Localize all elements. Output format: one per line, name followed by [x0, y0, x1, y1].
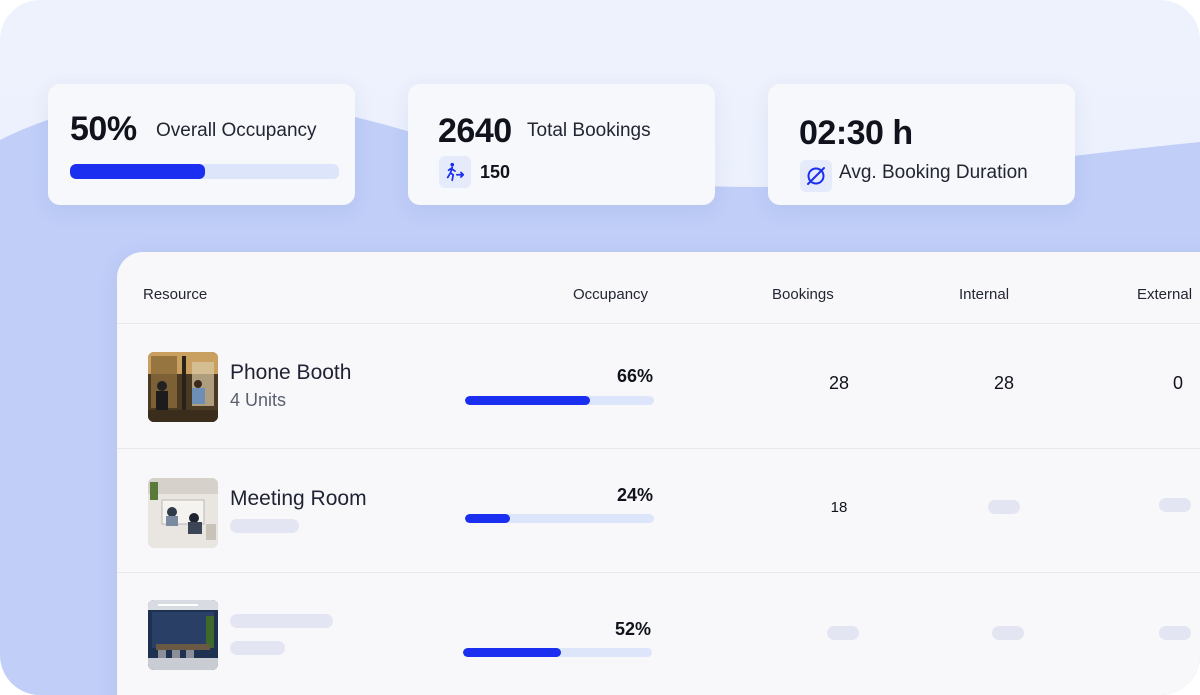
resource-name: Meeting Room — [230, 487, 367, 510]
bookings-count: 18 — [830, 499, 848, 516]
resource-units-placeholder — [230, 519, 299, 533]
occupancy-value: 50% — [70, 110, 137, 148]
occupancy-progress-bar — [70, 164, 339, 179]
resource-units: 4 Units — [230, 390, 287, 410]
row-occupancy-fill — [465, 514, 511, 523]
header-occupancy[interactable]: Occupancy — [573, 286, 649, 303]
meeting-room-photo — [148, 478, 218, 548]
phone-booth-photo — [148, 352, 218, 422]
occupancy-percent: 66% — [616, 366, 653, 386]
resource-table: Resource Occupancy Bookings Internal Ext… — [117, 252, 1200, 695]
occupancy-percent: 52% — [614, 619, 651, 639]
external-count: 0 — [1172, 373, 1183, 393]
occupancy-progress-fill — [70, 164, 205, 179]
duration-value: 02:30 h — [799, 114, 913, 152]
row-divider — [117, 448, 1200, 449]
walk-in-count: 150 — [480, 162, 511, 182]
bookings-value: 2640 — [438, 112, 512, 150]
resource-name-placeholder — [230, 614, 333, 628]
bookings-placeholder — [827, 626, 859, 640]
bookings-kpi-card: 2640 Total Bookings 150 — [408, 84, 715, 205]
row-occupancy-fill — [465, 396, 590, 405]
external-placeholder — [1159, 626, 1191, 640]
resource-units-placeholder — [230, 641, 285, 655]
header-external[interactable]: External — [1137, 286, 1193, 303]
occupancy-kpi-card: 50% Overall Occupancy — [48, 84, 355, 205]
walk-in-icon — [439, 156, 471, 188]
row-occupancy-fill — [463, 648, 562, 657]
row-occupancy-bar — [463, 648, 652, 657]
row-divider — [117, 572, 1200, 573]
internal-count: 28 — [993, 373, 1015, 393]
row-occupancy-bar — [465, 514, 654, 523]
resource-name: Phone Booth — [230, 361, 352, 384]
bookings-label: Total Bookings — [527, 120, 651, 141]
header-bookings[interactable]: Bookings — [772, 286, 834, 303]
duration-kpi-card: 02:30 h Avg. Booking Duration — [768, 84, 1075, 205]
header-divider — [117, 323, 1200, 324]
internal-placeholder — [992, 626, 1024, 640]
internal-placeholder — [988, 500, 1020, 514]
row-occupancy-bar — [465, 396, 654, 405]
occupancy-label: Overall Occupancy — [156, 120, 317, 141]
average-icon — [800, 160, 832, 192]
conference-room-photo — [148, 600, 218, 670]
duration-label: Avg. Booking Duration — [839, 162, 1028, 183]
occupancy-percent: 24% — [616, 485, 653, 505]
bookings-count: 28 — [828, 373, 850, 393]
external-placeholder — [1159, 498, 1191, 512]
header-internal[interactable]: Internal — [959, 286, 1010, 303]
header-resource[interactable]: Resource — [143, 286, 208, 303]
